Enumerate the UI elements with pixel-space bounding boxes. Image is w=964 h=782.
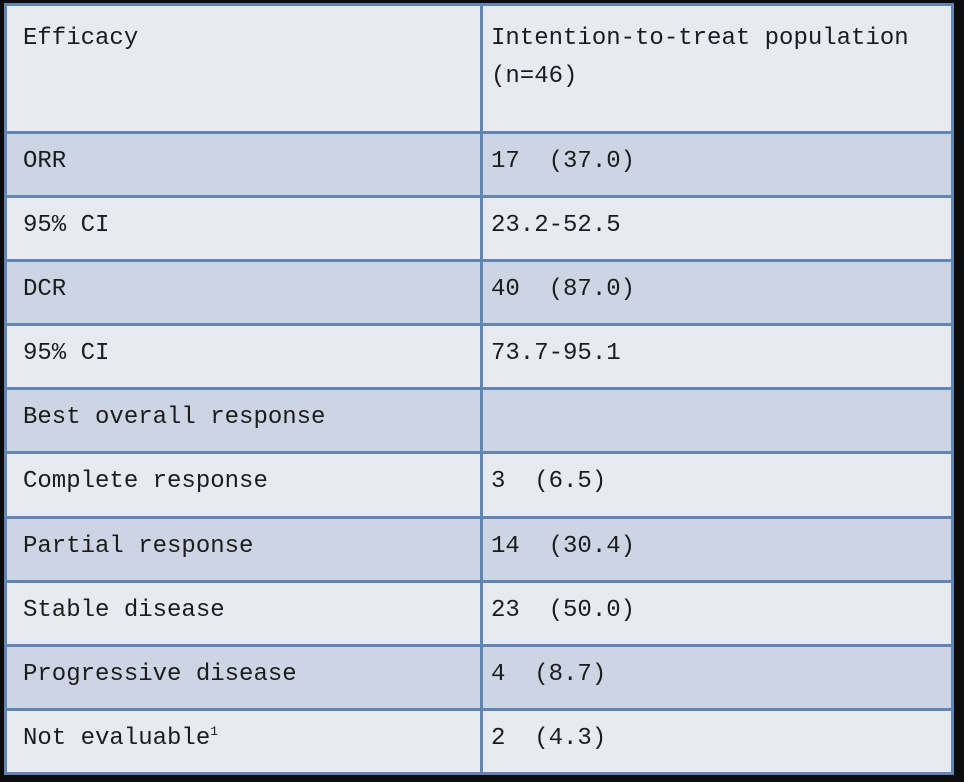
table-row: Partial response 14 (30.4) <box>4 515 954 583</box>
table-row: Progressive disease 4 (8.7) <box>4 643 954 711</box>
row-label: DCR <box>23 276 67 304</box>
row-label: ORR <box>23 148 67 175</box>
row-label-cell: Partial response <box>4 515 483 583</box>
row-label: Complete response <box>23 468 268 496</box>
row-label-cell: DCR <box>4 259 483 327</box>
table-row: ORR 17 (37.0) <box>4 130 954 199</box>
row-value-cell: 17 (37.0) <box>480 130 954 199</box>
row-label-cell: Complete response <box>4 451 483 519</box>
row-label: Progressive disease <box>23 660 297 688</box>
row-value-cell: 3 (6.5) <box>480 451 954 519</box>
footnote-marker: 1 <box>210 723 219 739</box>
row-label: 95% CI <box>23 340 110 368</box>
header-efficacy: Efficacy <box>4 3 483 134</box>
row-label-cell: 95% CI <box>4 195 483 263</box>
row-label-cell: ORR <box>4 130 483 199</box>
row-value-cell: 73.7-95.1 <box>480 323 954 391</box>
row-label-cell: Stable disease <box>4 579 483 647</box>
efficacy-results-table: Efficacy Intention-to-treat population (… <box>4 3 954 776</box>
row-label-cell: Not evaluable1 <box>4 707 483 776</box>
row-label: Best overall response <box>23 404 326 432</box>
row-value-cell: 4 (8.7) <box>480 643 954 711</box>
row-value-cell: 23.2-52.5 <box>480 195 954 263</box>
row-label: Not evaluable <box>23 724 211 752</box>
table-body: ORR 17 (37.0) 95% CI 23.2-52.5 DCR 40 (87.0) 9… <box>4 130 954 776</box>
header-itt-population: Intention-to-treat population (n=46) <box>480 3 954 134</box>
table-row: DCR 40 (87.0) <box>4 259 954 327</box>
table-header: Efficacy Intention-to-treat population (… <box>4 3 954 134</box>
table-row: Best overall response <box>4 387 954 455</box>
row-value-cell: 40 (87.0) <box>480 259 954 327</box>
row-value-cell <box>480 387 954 455</box>
table-row: 95% CI 73.7-95.1 <box>4 323 954 391</box>
row-label: Partial response <box>23 532 254 560</box>
row-value-cell: 23 (50.0) <box>480 579 954 647</box>
table-row: Not evaluable1 2 (4.3) <box>4 707 954 776</box>
header-row: Efficacy Intention-to-treat population (… <box>4 3 954 134</box>
row-label-cell: 95% CI <box>4 323 483 391</box>
row-label-cell: Progressive disease <box>4 643 483 711</box>
row-value-cell: 2 (4.3) <box>480 707 954 776</box>
row-value-cell: 14 (30.4) <box>480 515 954 583</box>
row-label: Stable disease <box>23 596 225 624</box>
table-row: Stable disease 23 (50.0) <box>4 579 954 647</box>
table-row: Complete response 3 (6.5) <box>4 451 954 519</box>
row-label-cell: Best overall response <box>4 387 483 455</box>
table-row: 95% CI 23.2-52.5 <box>4 195 954 263</box>
row-label: 95% CI <box>23 212 110 240</box>
